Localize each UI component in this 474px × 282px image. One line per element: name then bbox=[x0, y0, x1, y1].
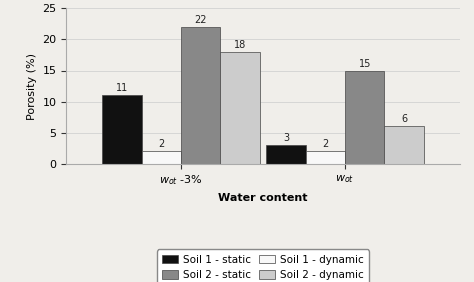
Y-axis label: Porosity (%): Porosity (%) bbox=[27, 52, 37, 120]
Text: 2: 2 bbox=[322, 139, 328, 149]
Text: 2: 2 bbox=[158, 139, 164, 149]
Bar bbox=[142, 151, 181, 164]
Bar bbox=[102, 95, 142, 164]
Text: 3: 3 bbox=[283, 133, 289, 143]
Text: 15: 15 bbox=[358, 59, 371, 69]
Text: 18: 18 bbox=[234, 40, 246, 50]
Bar bbox=[345, 70, 384, 164]
Bar bbox=[220, 52, 260, 164]
X-axis label: Water content: Water content bbox=[219, 193, 308, 203]
Text: 6: 6 bbox=[401, 114, 407, 124]
Text: 11: 11 bbox=[116, 83, 128, 93]
Bar bbox=[384, 126, 424, 164]
Bar bbox=[266, 145, 306, 164]
Legend: Soil 1 - static, Soil 2 - static, Soil 1 - dynamic, Soil 2 - dynamic: Soil 1 - static, Soil 2 - static, Soil 1… bbox=[157, 249, 369, 282]
Bar bbox=[306, 151, 345, 164]
Bar bbox=[181, 27, 220, 164]
Text: 22: 22 bbox=[194, 15, 207, 25]
